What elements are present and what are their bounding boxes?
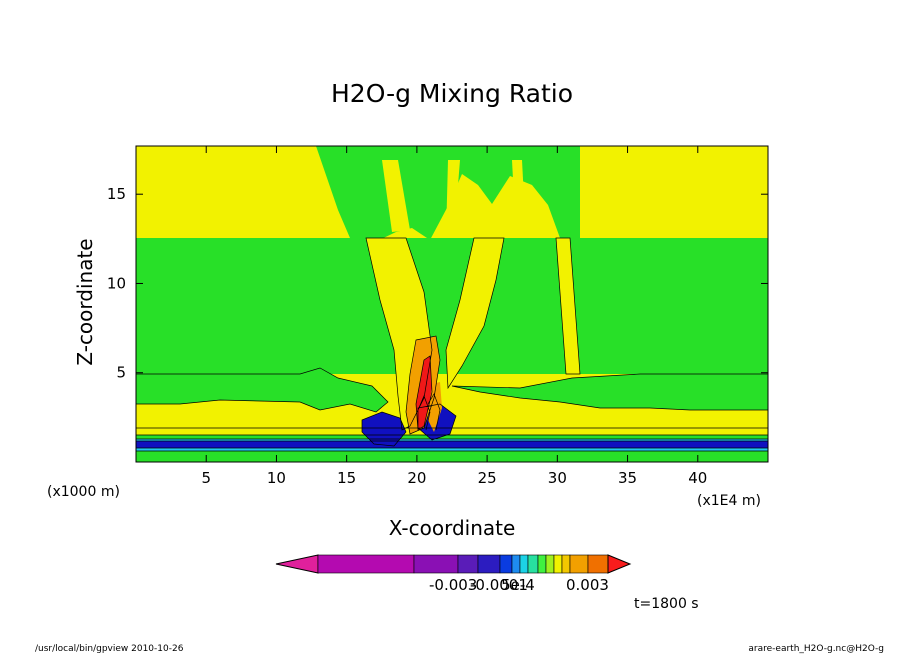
surface-cyan-band-2: [136, 448, 768, 451]
footer-right: arare-earth_H2O-g.nc@H2O-g: [748, 644, 884, 654]
x-tick-label: 25: [478, 469, 497, 487]
plot-frame: [135, 145, 769, 463]
colorbar-segment: [527, 554, 539, 574]
x-tick-label: 5: [201, 469, 211, 487]
upper-yellow-streak-2: [446, 160, 460, 236]
x-tick-label: 40: [688, 469, 707, 487]
surface-green-band: [136, 435, 768, 439]
surface-blue-band: [136, 441, 768, 448]
lower-green-lobes: [136, 368, 768, 412]
y-tick-label: 10: [107, 274, 126, 292]
colorbar-label: 0.003: [566, 576, 609, 594]
y-tick-label: 15: [107, 185, 126, 203]
upper-yellow-streak-1: [382, 160, 410, 232]
y-tick-marks: [136, 193, 768, 374]
plot-area: [136, 146, 768, 462]
colorbar-segment: [413, 554, 459, 574]
colorbar-label: -0.0001: [470, 576, 528, 594]
x-tick-marks: [205, 146, 699, 462]
colorbar-segment: [587, 554, 609, 574]
upper-yellow-streak-3: [512, 160, 526, 238]
chart-title: H2O-g Mixing Ratio: [331, 79, 573, 108]
y-unit-label: (x1000 m): [47, 484, 120, 500]
y-axis-label: Z-coordinate: [73, 238, 97, 365]
colorbar: [275, 554, 632, 574]
time-label: t=1800 s: [634, 596, 699, 612]
x-tick-label: 35: [618, 469, 637, 487]
colorbar-segment: [511, 554, 521, 574]
colorbar-segment: [545, 554, 555, 574]
colorbar-segment: [537, 554, 547, 574]
x-tick-label: 10: [267, 469, 286, 487]
y-tick-labels: 5 10 15: [107, 185, 126, 382]
x-axis-label: X-coordinate: [389, 516, 516, 540]
colorbar-label: -0.003: [429, 576, 477, 594]
colorbar-segment: [477, 554, 501, 574]
colorbar-segment: [569, 554, 589, 574]
footer-left: /usr/local/bin/gpview 2010-10-26: [35, 644, 184, 654]
contour-lines: [136, 237, 768, 452]
colorbar-segment: [499, 554, 513, 574]
y-tick-label: 5: [116, 364, 126, 382]
colorbar-segment: [457, 554, 479, 574]
colorbar-label: 5e-4: [501, 576, 535, 594]
x-tick-label: 30: [548, 469, 567, 487]
lower-yellow-plume-right: [446, 238, 504, 388]
surface-green-band-2: [136, 451, 768, 462]
surface-yellow-band: [136, 428, 768, 435]
colorbar-segment: [561, 554, 571, 574]
surface-cyan-band: [136, 439, 768, 441]
colorbar-segment: [317, 554, 415, 574]
colorbar-left-arrow: [275, 554, 319, 574]
x-tick-labels: 5 10 15 20 25 30 35 40: [201, 469, 707, 487]
left-blue-core: [362, 412, 406, 446]
x-tick-label: 20: [407, 469, 426, 487]
right-yellow-streak: [556, 238, 580, 374]
colorbar-segment: [553, 554, 563, 574]
x-tick-label: 15: [337, 469, 356, 487]
x-unit-label: (x1E4 m): [697, 493, 761, 509]
colorbar-segment: [519, 554, 529, 574]
colorbar-right-arrow: [607, 554, 632, 574]
